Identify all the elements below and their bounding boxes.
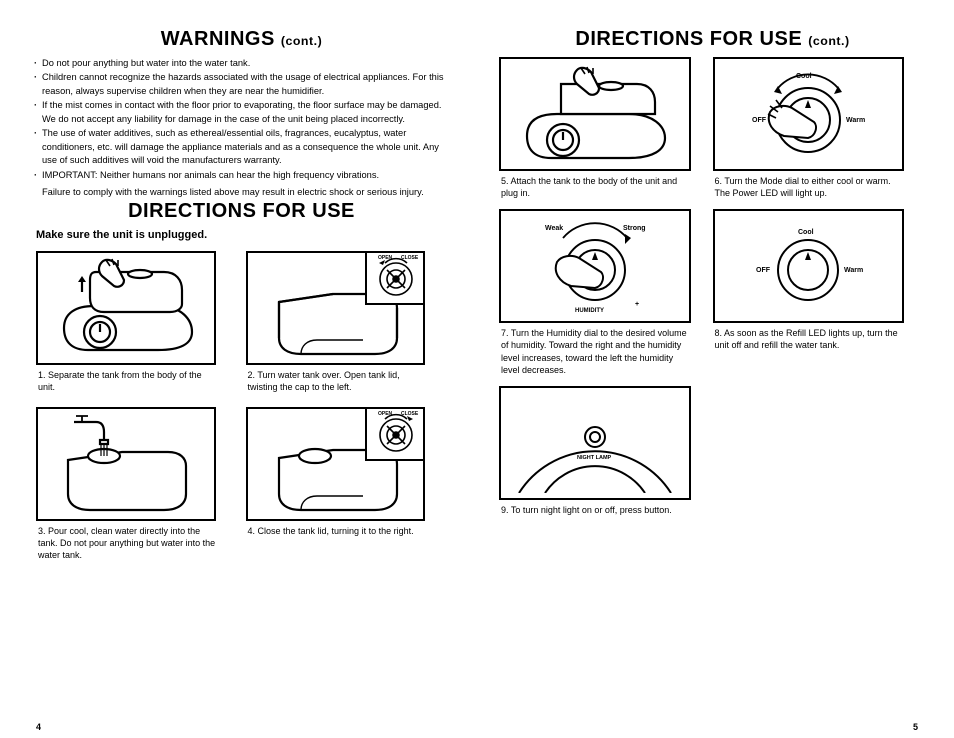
step-7: Weak Strong + HUMIDITY 7. Turn the Humid… — [499, 209, 713, 376]
weak-label: Weak — [545, 225, 563, 232]
figure-attach-tank — [499, 57, 691, 171]
step-row-56: 5. Attach the tank to the body of the un… — [499, 57, 926, 199]
directions-heading-right: DIRECTIONS FOR USE (cont.) — [499, 28, 926, 51]
directions-title-text: DIRECTIONS FOR USE — [575, 28, 802, 50]
close-label: CLOSE — [401, 255, 419, 261]
caption-7: 7. Turn the Humidity dial to the desired… — [499, 327, 691, 376]
warnings-cont: (cont.) — [281, 34, 322, 48]
page-number-right: 5 — [913, 722, 918, 732]
warning-item: Children cannot recognize the hazards as… — [34, 71, 455, 98]
figure-mode-dial-static: OFF Cool Warm — [713, 209, 905, 323]
warning-item: If the mist comes in contact with the fl… — [34, 99, 455, 126]
directions-cont: (cont.) — [808, 34, 849, 48]
step-2: OPEN CLOSE 2. Turn water tank over. Open… — [246, 251, 456, 393]
step-3: 3. Pour cool, clean water directly into … — [36, 407, 246, 561]
step-row-78: Weak Strong + HUMIDITY 7. Turn the Humid… — [499, 209, 926, 376]
caption-4: 4. Close the tank lid, turning it to the… — [246, 525, 426, 537]
step-6: OFF Cool Warm 6. Turn the Mode dial to e… — [713, 57, 927, 199]
figure-pour-water — [36, 407, 216, 521]
open-label: OPEN — [378, 255, 393, 261]
step-1: 1. Separate the tank from the body of th… — [36, 251, 246, 393]
caption-5: 5. Attach the tank to the body of the un… — [499, 175, 691, 199]
warnings-list: Do not pour anything but water into the … — [34, 57, 455, 182]
figure-night-light: NIGHT LAMP — [499, 386, 691, 500]
warning-item: IMPORTANT: Neither humans nor animals ca… — [34, 169, 455, 182]
warnings-title-text: WARNINGS — [161, 28, 275, 50]
compliance-note: Failure to comply with the warnings list… — [42, 186, 455, 199]
page-number-left: 4 — [36, 722, 41, 732]
caption-3: 3. Pour cool, clean water directly into … — [36, 525, 216, 561]
off-label-2: OFF — [756, 267, 771, 274]
figure-mode-dial: OFF Cool Warm — [713, 57, 905, 171]
step-5: 5. Attach the tank to the body of the un… — [499, 57, 713, 199]
directions-subhead: Make sure the unit is unplugged. — [36, 229, 455, 241]
caption-9: 9. To turn night light on or off, press … — [499, 504, 691, 516]
figure-open-cap: OPEN CLOSE — [246, 251, 426, 365]
humidity-label: HUMIDITY — [575, 308, 604, 314]
step-4: OPEN CLOSE 4. Close the tank lid, turnin… — [246, 407, 456, 561]
page-right: DIRECTIONS FOR USE (cont.) — [477, 28, 926, 720]
cool-label-2: Cool — [798, 229, 814, 236]
steps-grid-left: 1. Separate the tank from the body of th… — [36, 251, 455, 576]
off-label: OFF — [752, 117, 767, 124]
warning-item: Do not pour anything but water into the … — [34, 57, 455, 70]
warnings-heading: WARNINGS (cont.) — [28, 28, 455, 51]
caption-6: 6. Turn the Mode dial to either cool or … — [713, 175, 905, 199]
figure-humidity-dial: Weak Strong + HUMIDITY — [499, 209, 691, 323]
night-lamp-label: NIGHT LAMP — [577, 455, 612, 461]
step-9: NIGHT LAMP 9. To turn night light on or … — [499, 386, 713, 516]
plus-label: + — [635, 301, 639, 308]
caption-1: 1. Separate the tank from the body of th… — [36, 369, 216, 393]
figure-separate-tank — [36, 251, 216, 365]
caption-8: 8. As soon as the Refill LED lights up, … — [713, 327, 905, 351]
manual-spread: WARNINGS (cont.) Do not pour anything bu… — [0, 0, 954, 738]
warm-label-2: Warm — [844, 267, 863, 274]
strong-label: Strong — [623, 225, 646, 232]
step-row-9: NIGHT LAMP 9. To turn night light on or … — [499, 386, 926, 516]
svg-text:OPEN: OPEN — [378, 411, 393, 417]
step-8: OFF Cool Warm 8. As soon as the Refill L… — [713, 209, 927, 376]
directions-heading-left: DIRECTIONS FOR USE — [28, 200, 455, 223]
warning-item: The use of water additives, such as ethe… — [34, 127, 455, 167]
page-left: WARNINGS (cont.) Do not pour anything bu… — [28, 28, 477, 720]
figure-close-cap: OPEN CLOSE — [246, 407, 426, 521]
cool-label: Cool — [796, 73, 812, 80]
svg-text:CLOSE: CLOSE — [401, 411, 419, 417]
caption-2: 2. Turn water tank over. Open tank lid, … — [246, 369, 426, 393]
warm-label: Warm — [846, 117, 865, 124]
